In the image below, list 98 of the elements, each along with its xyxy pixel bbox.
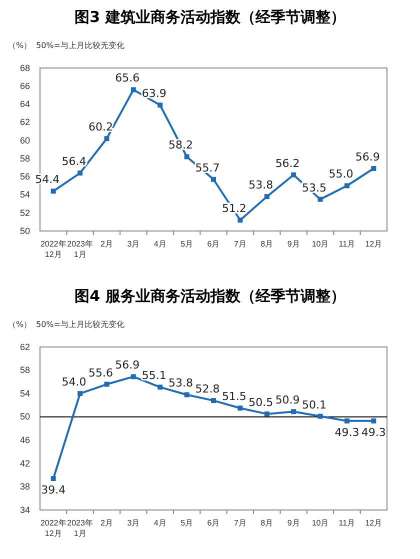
data-label: 56.9	[355, 150, 380, 164]
point	[158, 384, 163, 390]
point	[130, 87, 136, 92]
point	[344, 183, 350, 188]
x-tick-label: 3月	[127, 240, 140, 249]
y-tick-label: 56	[20, 172, 30, 182]
y-tick-label: 66	[20, 80, 30, 91]
x-tick-label: 4月	[154, 240, 166, 249]
x-tick-label: 5月	[180, 240, 194, 249]
y-tick-label: 38	[20, 482, 30, 492]
data-label: 53.8	[248, 178, 274, 192]
y-tick-label: 58	[20, 365, 30, 376]
y-tick-label: 62	[20, 117, 30, 128]
y-tick-label: 34	[20, 504, 30, 515]
point	[318, 196, 323, 202]
point	[130, 374, 136, 380]
x-tick-label: 10月	[312, 240, 329, 249]
x-tick-label: 9月	[287, 518, 300, 528]
point	[238, 406, 243, 411]
text: 50%=与上月比较无变化	[36, 320, 124, 329]
y-tick-label: 52	[20, 208, 30, 218]
y-tick-label: 50	[20, 226, 30, 236]
point	[291, 409, 296, 414]
x-tick-label: 12月	[365, 240, 382, 249]
y-tick-label: 60	[20, 135, 30, 146]
x-tick-label: 6月	[207, 518, 220, 528]
y-tick-label: 62	[20, 342, 30, 352]
x-tick-label: 11月	[338, 518, 356, 528]
point	[371, 418, 376, 424]
y-tick-label: 58	[20, 153, 30, 164]
data-label: 63.9	[142, 87, 166, 100]
y-axis-title: （%）	[8, 41, 32, 50]
point	[158, 102, 163, 108]
y-tick-label: 54	[20, 388, 30, 398]
data-label: 65.6	[115, 72, 140, 85]
x-tick-label: 8月	[260, 518, 274, 528]
x-tick-label: 2022年 12月	[40, 518, 66, 538]
point	[238, 218, 243, 223]
point	[78, 391, 83, 396]
x-tick-label: 12月	[365, 518, 382, 528]
data-label: 55.1	[142, 369, 166, 382]
point	[104, 382, 110, 387]
data-label: 50.1	[302, 398, 327, 412]
x-tick-label: 11月	[338, 240, 356, 249]
point	[264, 194, 270, 200]
point	[371, 166, 376, 172]
data-label: 50.5	[248, 396, 274, 409]
data-label: 39.4	[41, 484, 66, 497]
point	[50, 188, 56, 194]
x-tick-label: 4月	[154, 518, 166, 528]
data-label: 49.3	[361, 426, 386, 439]
x-tick-label: 10月	[312, 518, 329, 528]
point	[264, 411, 270, 416]
data-label: 56.9	[115, 358, 140, 372]
point	[184, 154, 190, 160]
data-label: 56.4	[62, 155, 86, 168]
data-label: 56.2	[275, 156, 300, 170]
text: 50%=与上月比较无变化	[36, 41, 124, 50]
y-tick-label: 54	[20, 190, 30, 200]
y-tick-label: 64	[20, 99, 30, 110]
x-tick-label: 2022年 12月	[40, 240, 66, 260]
data-label: 60.2	[88, 120, 113, 134]
x-tick-label: 2023年 1月	[67, 240, 93, 260]
y-tick-label: 68	[20, 62, 30, 73]
x-tick-label: 7月	[234, 518, 246, 528]
data-label: 55.0	[328, 168, 354, 181]
point	[344, 418, 350, 424]
y-tick-label: 46	[20, 435, 30, 446]
y-axis-title: （%）	[8, 320, 32, 329]
data-label: 54.0	[62, 376, 86, 389]
y-tick-label: 50	[20, 412, 30, 422]
data-label: 54.4	[35, 173, 60, 186]
chart-title: 图4 服务业商务活动指数（经季节调整）	[74, 287, 346, 305]
x-tick-label: 2023年 1月	[67, 518, 93, 538]
x-tick-label: 7月	[234, 240, 246, 249]
chart-title: 图3 建筑业商务活动指数（经季节调整）	[74, 8, 346, 26]
data-label: 51.5	[222, 390, 246, 404]
point	[184, 392, 190, 398]
x-tick-label: 3月	[127, 518, 140, 528]
point	[50, 476, 56, 482]
x-tick-label: 2月	[100, 518, 113, 528]
x-tick-label: 8月	[260, 240, 274, 249]
point	[104, 136, 110, 142]
x-tick-label: 9月	[287, 240, 300, 249]
data-label: 55.6	[88, 366, 113, 380]
data-label: 50.9	[275, 394, 300, 407]
point	[78, 170, 83, 176]
x-tick-label: 6月	[207, 240, 220, 249]
point	[318, 414, 323, 419]
data-label: 52.8	[195, 382, 220, 396]
x-tick-label: 2月	[100, 240, 113, 249]
point	[291, 172, 296, 178]
point	[211, 398, 216, 404]
x-tick-label: 5月	[180, 518, 194, 528]
data-label: 49.3	[334, 426, 360, 439]
data-label: 53.8	[168, 376, 194, 390]
y-tick-label: 42	[20, 458, 30, 468]
point	[211, 176, 216, 182]
